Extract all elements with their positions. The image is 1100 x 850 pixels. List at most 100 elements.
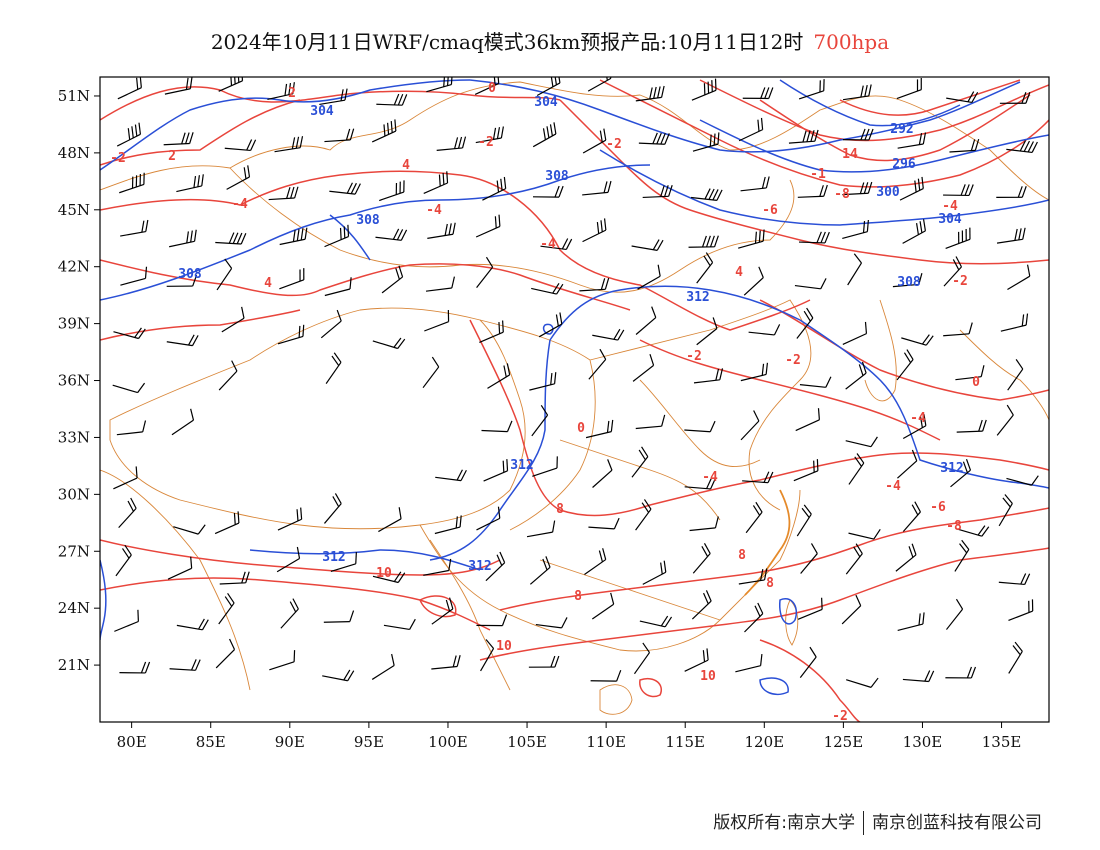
- wind-barb: [848, 528, 881, 540]
- height-label: 304: [938, 212, 962, 227]
- temperature-label: -4: [910, 411, 926, 426]
- wind-barb: [901, 334, 934, 346]
- boundary-mongolia: [229, 167, 795, 293]
- boundary-japan: [959, 329, 1049, 421]
- wind-barb: [841, 594, 862, 625]
- height-line: [759, 677, 789, 696]
- wind-barb: [224, 139, 257, 152]
- wind-barb: [538, 312, 563, 338]
- wind-barb: [999, 92, 1031, 104]
- wind-barb: [219, 571, 250, 585]
- wind-barb: [895, 543, 917, 572]
- wind-barb: [1007, 359, 1024, 391]
- wind-barb: [996, 404, 1014, 436]
- temperature-label: 4: [735, 265, 743, 280]
- wind-barb: [845, 543, 863, 575]
- wind-barb: [582, 218, 607, 243]
- wind-barb: [487, 363, 511, 389]
- wind-barb: [582, 180, 612, 196]
- wind-barb: [436, 136, 467, 151]
- wind-barb: [740, 176, 770, 192]
- wind-barb: [1008, 599, 1034, 622]
- wind-barb: [740, 410, 760, 441]
- wind-barb: [584, 548, 607, 575]
- wind-barb: [1000, 313, 1029, 332]
- height-line: [429, 339, 551, 561]
- isotherm-line: [100, 86, 561, 121]
- wind-barb: [166, 334, 199, 347]
- wind-barb: [998, 573, 1031, 586]
- wind-barb: [955, 365, 985, 381]
- height-line: [779, 79, 961, 127]
- height-labels: 304 304 292 296 300 304 308 308 308 312 308 312 312 3…: [178, 95, 963, 574]
- wind-barb: [902, 501, 921, 532]
- wind-barb: [592, 459, 613, 488]
- wind-barb: [798, 79, 825, 100]
- wind-barb: [431, 655, 461, 670]
- y-tick-label: 30N: [58, 485, 90, 503]
- temperature-label: 4: [264, 276, 272, 291]
- wind-barb: [529, 556, 551, 585]
- wind-barb: [797, 184, 828, 198]
- isotherm-line: [839, 79, 1021, 116]
- height-line: [542, 323, 554, 335]
- x-tick-label: 105E: [507, 733, 547, 751]
- wind-barb: [848, 453, 865, 485]
- boundary-india: [100, 469, 251, 691]
- temperature-label: -2: [110, 151, 126, 166]
- temperature-label: 8: [556, 502, 564, 517]
- isotherm-line: [759, 639, 861, 722]
- wind-barb: [896, 77, 922, 100]
- temperature-label: 0: [577, 421, 585, 436]
- temperature-label: -2: [686, 349, 702, 364]
- wind-barb: [745, 501, 763, 534]
- boundary-south: [419, 489, 801, 652]
- plot-frame: [99, 76, 1050, 723]
- height-line: [469, 79, 1021, 153]
- wind-barb: [424, 309, 450, 332]
- height-label: 312: [940, 461, 963, 476]
- wind-barb: [579, 277, 610, 292]
- isotherm-line: [759, 299, 1049, 401]
- wind-barb: [169, 659, 201, 671]
- wind-barb: [692, 543, 711, 574]
- wind-barb: [588, 348, 607, 380]
- wind-barb: [218, 592, 235, 625]
- y-tick-label: 21N: [58, 656, 90, 674]
- wind-barb: [529, 372, 557, 391]
- x-tick-label: 95E: [354, 733, 384, 751]
- wind-barb: [943, 184, 974, 197]
- y-tick-label: 39N: [58, 315, 90, 333]
- wind-barb: [113, 466, 138, 490]
- x-axis: 80E 85E 90E 95E 100E 105E 110E 115E 120E 125E 130E…: [117, 722, 1021, 751]
- wind-barb: [684, 648, 709, 672]
- wind-barb: [1006, 140, 1038, 154]
- temperature-label: -2: [606, 137, 622, 152]
- wind-barb: [693, 368, 724, 384]
- temperature-label: 8: [738, 548, 746, 563]
- wind-barb: [691, 590, 712, 620]
- boundary-misc2: [559, 439, 721, 521]
- isotherm-line: [469, 319, 1049, 517]
- wind-barb: [945, 227, 971, 250]
- wind-barb: [372, 571, 406, 584]
- temperature-label: -2: [785, 353, 801, 368]
- wind-barb: [214, 511, 240, 535]
- temperature-label: 2: [288, 86, 296, 101]
- y-tick-label: 24N: [58, 599, 90, 617]
- boundary-tibet: [109, 307, 526, 530]
- wind-barb: [480, 639, 495, 672]
- wind-barb: [324, 128, 355, 143]
- temperature-label: 14: [842, 147, 858, 162]
- wind-barb: [635, 85, 665, 102]
- y-tick-label: 51N: [58, 87, 90, 105]
- isotherm-line: [100, 259, 631, 311]
- boundary-yunnan: [429, 539, 511, 691]
- wind-barb: [744, 602, 764, 633]
- x-tick-label: 90E: [275, 733, 305, 751]
- wind-barb: [434, 515, 462, 535]
- wind-barb: [324, 493, 342, 524]
- boundary-misc3: [539, 559, 721, 621]
- wind-barb: [221, 306, 245, 333]
- wind-barb: [481, 420, 513, 433]
